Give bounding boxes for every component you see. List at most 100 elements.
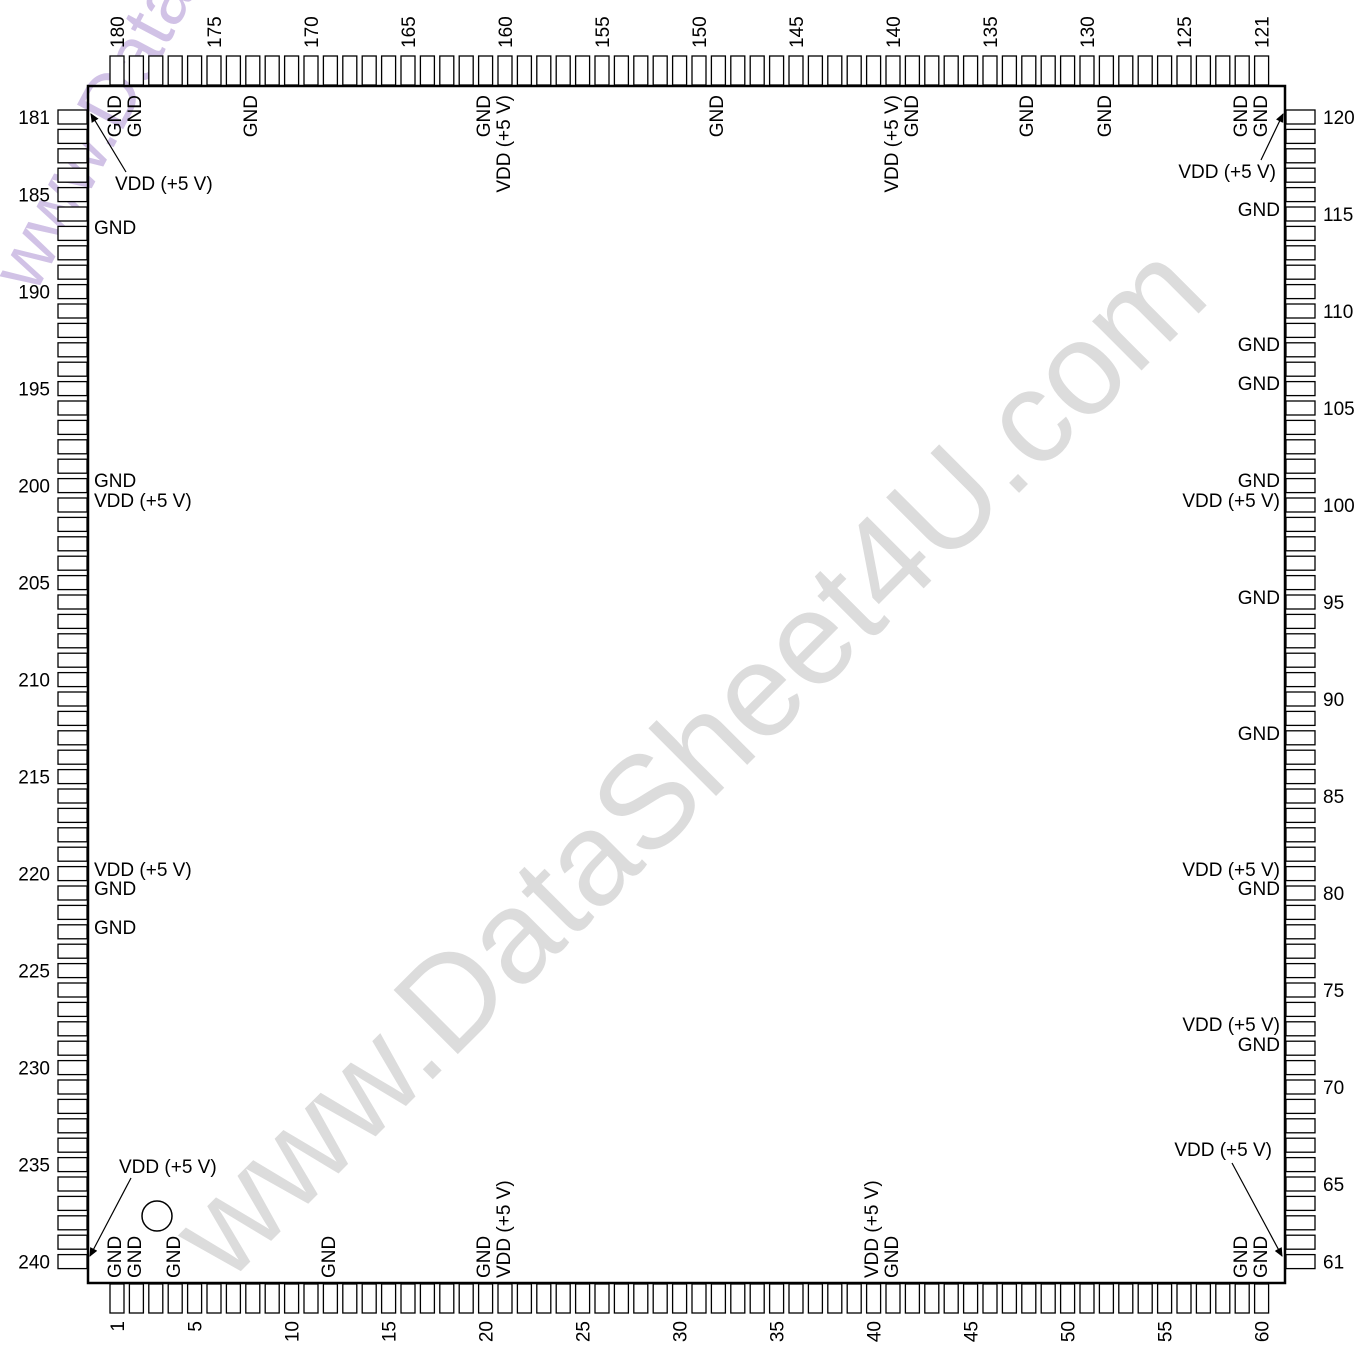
pin-192 bbox=[57, 322, 88, 339]
pin-46 bbox=[982, 1283, 998, 1314]
pin-61 bbox=[1285, 1253, 1316, 1270]
pin-127 bbox=[1137, 55, 1153, 86]
signal-gnd-left-221: GND bbox=[94, 879, 136, 900]
watermark-corner: www.DataShe bbox=[0, 0, 274, 304]
pin-161 bbox=[477, 55, 494, 86]
pin-74 bbox=[1285, 1001, 1316, 1018]
pin-13 bbox=[342, 1283, 358, 1314]
pin-62 bbox=[1285, 1234, 1316, 1250]
pin-14 bbox=[361, 1283, 377, 1314]
pin-217 bbox=[57, 807, 88, 824]
pin-154 bbox=[613, 55, 630, 86]
pin-72 bbox=[1285, 1040, 1316, 1056]
pin-labels-left: 181 185 190 195 200 205 210 215 220 225 230 235 240 bbox=[18, 108, 50, 1274]
pin-101 bbox=[1285, 477, 1316, 494]
signal-gnd-top-133: GND bbox=[1017, 95, 1038, 137]
pin-9 bbox=[264, 1283, 280, 1314]
pin-121 bbox=[1253, 55, 1270, 86]
pin-number-235: 235 bbox=[18, 1156, 50, 1177]
pin-229 bbox=[57, 1040, 88, 1056]
pin-174 bbox=[225, 55, 242, 86]
signal-gnd-top-121: GND bbox=[1251, 95, 1272, 137]
signal-gnd-right-80: GND bbox=[1238, 879, 1280, 900]
pin-labels-right: 61 65 70 75 80 85 90 95 100 105 110 115 120 bbox=[1323, 108, 1355, 1274]
pin-222 bbox=[57, 904, 88, 921]
pin-29 bbox=[652, 1283, 668, 1314]
pin-94 bbox=[1285, 613, 1316, 630]
pin-133 bbox=[1021, 55, 1037, 86]
signal-gnd-bottom-59: GND bbox=[1231, 1236, 1252, 1278]
pin-214 bbox=[57, 749, 88, 765]
pin-number-65: 65 bbox=[1323, 1175, 1344, 1196]
pin-148 bbox=[730, 55, 746, 86]
pin-number-115: 115 bbox=[1323, 205, 1353, 226]
pin-144 bbox=[807, 55, 824, 86]
pin-84 bbox=[1285, 807, 1316, 824]
bottom-signals: GND GND GND GND GND VDD (+5 V) VDD (+5 V… bbox=[105, 1180, 1272, 1278]
pin-220 bbox=[57, 865, 88, 882]
signal-vdd-left-201: VDD (+5 V) bbox=[94, 491, 192, 512]
pin-141 bbox=[865, 55, 882, 86]
pins-left bbox=[57, 109, 88, 1270]
pin-147 bbox=[749, 55, 765, 86]
pin-21 bbox=[497, 1283, 513, 1314]
pin-number-40: 40 bbox=[865, 1321, 886, 1342]
pin-7 bbox=[225, 1283, 242, 1314]
pin-58 bbox=[1215, 1283, 1231, 1314]
pin-186 bbox=[57, 206, 88, 222]
pin-177 bbox=[167, 55, 183, 86]
pin-219 bbox=[57, 846, 88, 862]
pin-171 bbox=[283, 55, 300, 86]
pin-55 bbox=[1156, 1283, 1173, 1314]
pin-155 bbox=[594, 55, 610, 86]
pin-number-55: 55 bbox=[1156, 1321, 1177, 1342]
pin-138 bbox=[924, 55, 940, 86]
pin-157 bbox=[555, 55, 571, 86]
watermark-main: www.DataSheet4U.com bbox=[142, 215, 1232, 1305]
pin-212 bbox=[57, 710, 88, 727]
pin-28 bbox=[633, 1283, 649, 1314]
pin-143 bbox=[827, 55, 843, 86]
pin-134 bbox=[1001, 55, 1018, 86]
signal-gnd-bottom-2: GND bbox=[125, 1236, 146, 1278]
pin-145 bbox=[788, 55, 804, 86]
pin-60 bbox=[1253, 1283, 1270, 1314]
pin-number-110: 110 bbox=[1323, 302, 1353, 323]
pin-215 bbox=[57, 768, 88, 785]
pin-96 bbox=[1285, 574, 1316, 591]
pin-178 bbox=[148, 55, 164, 86]
pin-24 bbox=[555, 1283, 571, 1314]
pin-68 bbox=[1285, 1118, 1316, 1134]
pin-209 bbox=[57, 652, 88, 668]
pin-47 bbox=[1001, 1283, 1018, 1314]
signal-gnd-top-180: GND bbox=[105, 95, 126, 137]
pin-8 bbox=[245, 1283, 261, 1314]
pin-73 bbox=[1285, 1021, 1316, 1037]
pin-63 bbox=[1285, 1215, 1316, 1231]
pin-167 bbox=[361, 55, 377, 86]
pin-number-225: 225 bbox=[18, 962, 50, 983]
pin-number-215: 215 bbox=[18, 768, 50, 789]
pin-149 bbox=[710, 55, 727, 86]
signal-gnd-bottom-60: GND bbox=[1251, 1236, 1272, 1278]
pin-164 bbox=[419, 55, 436, 86]
signal-vdd-right-73: VDD (+5 V) bbox=[1182, 1015, 1280, 1036]
pin-23 bbox=[536, 1283, 552, 1314]
pin-57 bbox=[1195, 1283, 1212, 1314]
pin-189 bbox=[57, 264, 88, 280]
pin-106 bbox=[1285, 380, 1316, 397]
pin-117 bbox=[1285, 167, 1316, 183]
pin-69 bbox=[1285, 1098, 1316, 1115]
pin-208 bbox=[57, 633, 88, 649]
pin-118 bbox=[1285, 148, 1316, 164]
pin-42 bbox=[904, 1283, 921, 1314]
pin-163 bbox=[439, 55, 455, 86]
pin-82 bbox=[1285, 846, 1316, 862]
pin-number-150: 150 bbox=[690, 16, 711, 48]
pin-181 bbox=[57, 109, 88, 125]
pin-15 bbox=[380, 1283, 397, 1314]
pin-77 bbox=[1285, 943, 1316, 959]
pin-number-25: 25 bbox=[574, 1321, 595, 1342]
